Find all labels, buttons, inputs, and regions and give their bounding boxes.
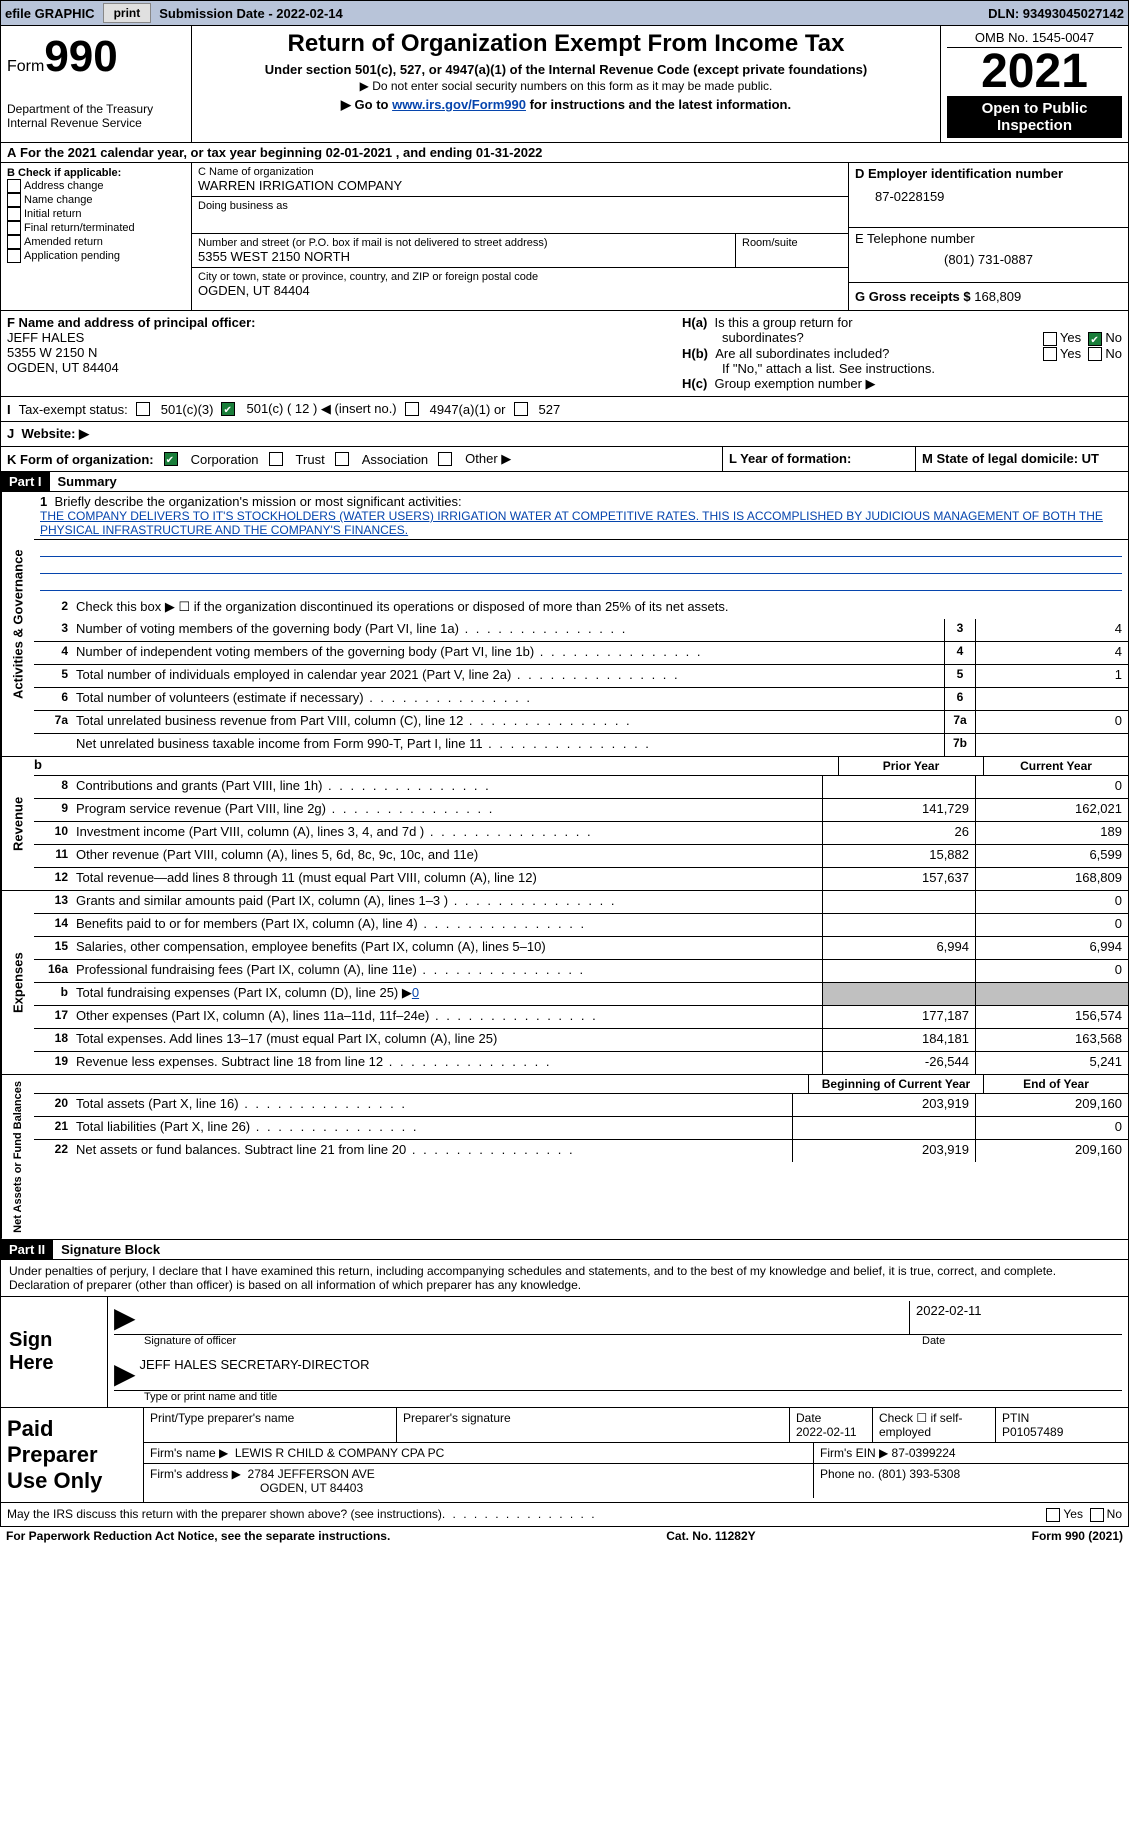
initial-return-checkbox[interactable] <box>7 207 21 221</box>
part1-header: Part ISummary <box>0 472 1129 492</box>
paid-preparer: Paid Preparer Use Only Print/Type prepar… <box>0 1408 1129 1503</box>
discuss-yes-checkbox[interactable] <box>1046 1508 1060 1522</box>
signature-block: Under penalties of perjury, I declare th… <box>0 1260 1129 1408</box>
mission-text: THE COMPANY DELIVERS TO IT'S STOCKHOLDER… <box>40 509 1122 537</box>
paid-label: Paid Preparer Use Only <box>1 1408 144 1502</box>
m-state: M State of legal domicile: UT <box>915 447 1128 471</box>
4947-checkbox[interactable] <box>405 402 419 416</box>
telephone: (801) 731-0887 <box>855 252 1122 267</box>
sig-date: 2022-02-11 <box>909 1301 1122 1334</box>
b-label: B Check if applicable: <box>7 167 185 179</box>
discuss-no-checkbox[interactable] <box>1090 1508 1104 1522</box>
exp-label: Expenses <box>1 891 34 1074</box>
sign-here-label: Sign Here <box>1 1297 108 1407</box>
ein: 87-0228159 <box>855 189 1122 204</box>
net-assets-section: Net Assets or Fund Balances Beginning of… <box>0 1075 1129 1240</box>
h-note: If "No," attach a list. See instructions… <box>722 361 1122 376</box>
dln: DLN: 93493045027142 <box>988 6 1124 21</box>
app-pending-checkbox[interactable] <box>7 249 21 263</box>
room-label: Room/suite <box>735 234 848 267</box>
na-label: Net Assets or Fund Balances <box>1 1075 34 1239</box>
city-label: City or town, state or province, country… <box>198 271 842 283</box>
tax-year: 2021 <box>947 48 1122 96</box>
arrow-icon: ▶ <box>114 1301 136 1334</box>
hb-no-checkbox[interactable] <box>1088 347 1102 361</box>
ha-no-checkbox[interactable] <box>1088 332 1102 346</box>
street: 5355 WEST 2150 NORTH <box>198 249 729 264</box>
declaration: Under penalties of perjury, I declare th… <box>1 1260 1128 1296</box>
officer-sig-name: JEFF HALES SECRETARY-DIRECTOR <box>136 1357 1122 1390</box>
form-title: Return of Organization Exempt From Incom… <box>202 30 930 58</box>
section-a: A For the 2021 calendar year, or tax yea… <box>0 143 1129 163</box>
irs-link[interactable]: www.irs.gov/Form990 <box>392 97 526 112</box>
527-checkbox[interactable] <box>514 402 528 416</box>
addr-change-checkbox[interactable] <box>7 179 21 193</box>
discuss-row: May the IRS discuss this return with the… <box>0 1503 1129 1527</box>
amended-return-checkbox[interactable] <box>7 235 21 249</box>
arrow-icon: ▶ <box>114 1357 136 1390</box>
city: OGDEN, UT 84404 <box>198 283 842 298</box>
gross-label: G Gross receipts $ <box>855 289 971 304</box>
print-button[interactable]: print <box>103 3 152 23</box>
501c-checkbox[interactable] <box>221 402 235 416</box>
assoc-checkbox[interactable] <box>335 452 349 466</box>
tel-label: E Telephone number <box>855 231 1122 246</box>
org-name: WARREN IRRIGATION COMPANY <box>198 178 842 193</box>
dba-label: Doing business as <box>198 200 842 212</box>
other-checkbox[interactable] <box>438 452 452 466</box>
l-year: L Year of formation: <box>722 447 915 471</box>
rev-label: Revenue <box>1 757 34 890</box>
bottom-line: For Paperwork Reduction Act Notice, see … <box>0 1527 1129 1545</box>
org-name-label: C Name of organization <box>198 166 842 178</box>
part2-header: Part IISignature Block <box>0 1240 1129 1260</box>
efile-label: efile GRAPHIC <box>5 6 95 21</box>
trust-checkbox[interactable] <box>269 452 283 466</box>
ha-yes-checkbox[interactable] <box>1043 332 1057 346</box>
hb-yes-checkbox[interactable] <box>1043 347 1057 361</box>
officer-name: JEFF HALES <box>7 330 670 345</box>
street-label: Number and street (or P.O. box if mail i… <box>198 237 729 249</box>
subtitle-1: Under section 501(c), 527, or 4947(a)(1)… <box>202 62 930 77</box>
gross-receipts: 168,809 <box>974 289 1021 304</box>
top-bar: efile GRAPHIC print Submission Date - 20… <box>0 0 1129 26</box>
ag-label: Activities & Governance <box>1 492 34 756</box>
officer-addr2: OGDEN, UT 84404 <box>7 360 670 375</box>
activities-governance: Activities & Governance 1 Briefly descri… <box>0 492 1129 757</box>
expenses-section: Expenses 13Grants and similar amounts pa… <box>0 891 1129 1075</box>
501c3-checkbox[interactable] <box>136 402 150 416</box>
submission-date: Submission Date - 2022-02-14 <box>159 6 343 21</box>
header-block: B Check if applicable: Address change Na… <box>0 163 1129 311</box>
inspection-label: Open to Public Inspection <box>947 96 1122 138</box>
officer-addr1: 5355 W 2150 N <box>7 345 670 360</box>
f-label: F Name and address of principal officer: <box>7 315 670 330</box>
subtitle-3: ▶ Go to www.irs.gov/Form990 for instruct… <box>202 97 930 113</box>
section-ij: ITax-exempt status: 501(c)(3) 501(c) ( 1… <box>0 397 1129 447</box>
form-header: Form990 Department of the Treasury Inter… <box>0 26 1129 143</box>
section-fh: F Name and address of principal officer:… <box>0 311 1129 397</box>
corp-checkbox[interactable] <box>164 452 178 466</box>
subtitle-2: ▶ Do not enter social security numbers o… <box>202 79 930 93</box>
revenue-section: Revenue bPrior YearCurrent Year 8Contrib… <box>0 757 1129 891</box>
section-klm: K Form of organization: Corporation Trus… <box>0 447 1129 472</box>
name-change-checkbox[interactable] <box>7 193 21 207</box>
dept-label: Department of the Treasury <box>7 102 185 116</box>
ein-label: D Employer identification number <box>855 166 1122 181</box>
final-return-checkbox[interactable] <box>7 221 21 235</box>
form-number: Form990 <box>7 32 185 82</box>
irs-label: Internal Revenue Service <box>7 116 185 130</box>
